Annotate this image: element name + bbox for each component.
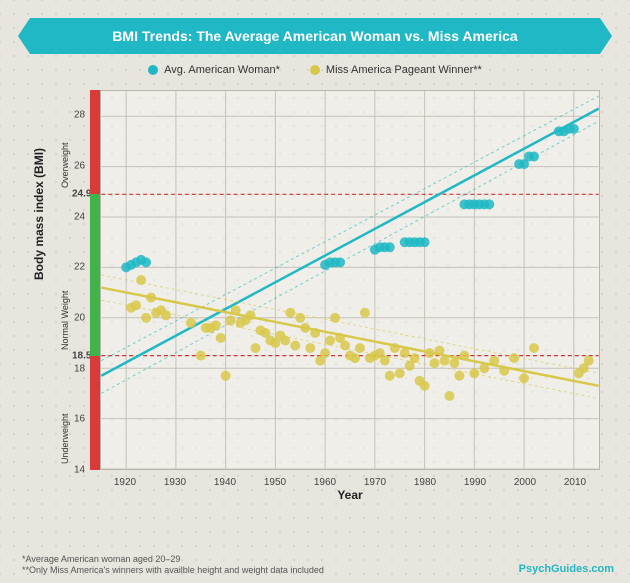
y-tick: 26 — [74, 161, 85, 172]
y-tick: 24 — [74, 211, 85, 222]
x-tick: 1990 — [464, 477, 486, 488]
scatter-plot — [100, 90, 600, 470]
y-tick: 16 — [74, 414, 85, 425]
x-tick: 2000 — [514, 477, 536, 488]
y-tick: 22 — [74, 262, 85, 273]
category-label: Normal Weight — [60, 291, 70, 350]
category-bar — [90, 356, 100, 470]
x-tick: 1940 — [214, 477, 236, 488]
footnote-2: **Only Miss America's winners with avail… — [22, 565, 324, 577]
legend-item-avg: Avg. American Woman* — [148, 64, 280, 76]
x-tick: 1920 — [114, 477, 136, 488]
title-ribbon: BMI Trends: The Average American Woman v… — [30, 18, 600, 54]
legend-item-miss: Miss America Pageant Winner** — [310, 64, 482, 76]
y-tick-threshold: 24.9 — [72, 188, 91, 199]
y-axis-label: Body mass index (BMI) — [32, 148, 46, 280]
x-axis-label: Year — [100, 488, 600, 502]
footnotes: *Average American woman aged 20–29 **Onl… — [22, 554, 324, 577]
x-tick: 1950 — [264, 477, 286, 488]
y-tick: 28 — [74, 110, 85, 121]
category-bar — [90, 194, 100, 356]
x-tick: 1980 — [414, 477, 436, 488]
y-tick-threshold: 18.5 — [72, 351, 91, 362]
footnote-1: *Average American woman aged 20–29 — [22, 554, 324, 566]
x-tick: 1970 — [364, 477, 386, 488]
brand-label: PsychGuides.com — [519, 563, 614, 575]
legend-label-avg: Avg. American Woman* — [164, 64, 280, 76]
y-tick: 20 — [74, 313, 85, 324]
x-tick: 2010 — [564, 477, 586, 488]
category-bar — [90, 90, 100, 194]
category-label: Overweight — [60, 142, 70, 188]
x-tick: 1960 — [314, 477, 336, 488]
legend-dot-avg — [148, 65, 158, 75]
chart-title: BMI Trends: The Average American Woman v… — [112, 28, 517, 44]
category-label: Underweight — [60, 413, 70, 464]
chart: Body mass index (BMI) Year 1920193019401… — [70, 90, 600, 500]
legend: Avg. American Woman* Miss America Pagean… — [0, 64, 630, 76]
legend-dot-miss — [310, 65, 320, 75]
y-tick: 14 — [74, 465, 85, 476]
legend-label-miss: Miss America Pageant Winner** — [326, 64, 482, 76]
y-tick: 18 — [74, 363, 85, 374]
x-tick: 1930 — [164, 477, 186, 488]
